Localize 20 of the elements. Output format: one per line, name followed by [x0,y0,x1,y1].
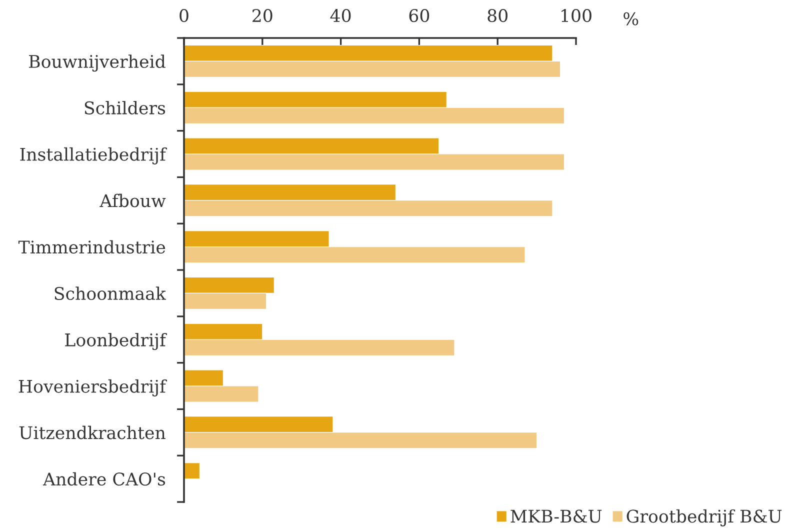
y-tick-label: Loonbedrijf [65,333,167,350]
x-tick-label: 100 [562,9,592,22]
y-tick-label: Uitzendkrachten [19,426,166,440]
x-tick-label: 80 [488,9,508,22]
x-tick-label: 40 [330,9,351,22]
y-tick-label: Andere CAO's [42,472,166,486]
legend-label: Grootbedrijf B&U [626,509,782,526]
y-tick-label: Hoveniersbedrijf [18,379,167,396]
y-tick-label: Installatiebedrijf [20,147,167,164]
x-tick-label: 20 [252,9,272,22]
y-tick-label: Schoonmaak [54,286,166,300]
y-tick-label: Timmerindustrie [18,240,166,254]
x-tick-label: 60 [409,9,430,22]
y-tick-label: Bouwnijverheid [29,54,166,72]
y-tick-label: Afbouw [100,194,166,208]
x-axis-title: % [624,12,638,26]
bar [184,462,200,480]
y-tick-label: Schilders [84,101,166,114]
legend-label: MKB-B&U [510,510,602,523]
x-tick-label: 0 [180,9,188,22]
